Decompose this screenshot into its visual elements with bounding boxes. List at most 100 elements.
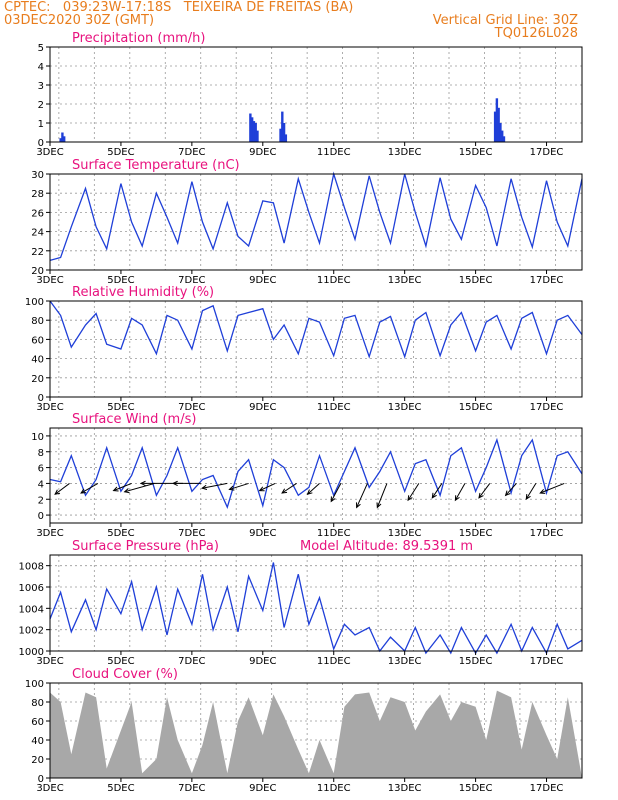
rh-ytick-label: 100 — [25, 297, 44, 308]
wind-arrow-head — [201, 484, 208, 490]
cloud-xtick-label: 17DEC — [530, 783, 564, 794]
wind-arrow-head — [376, 502, 382, 509]
precip-bar — [62, 136, 66, 142]
temp-xtick-label: 17DEC — [530, 275, 564, 286]
cloud-panel: Cloud Cover (%) 0 20 40 60 80 100 3DEC 5DEC 7DEC 9… — [25, 667, 583, 794]
wind-arrow-head — [171, 480, 178, 487]
wind-arrow-head — [123, 488, 130, 494]
press-title: Surface Pressure (hPa) — [72, 539, 219, 554]
cloud-area — [50, 690, 582, 778]
precip-bar — [249, 113, 252, 142]
wind-arrow-shaft — [281, 483, 297, 494]
rh-xtick-label: 11DEC — [317, 402, 351, 413]
cloud-xtick-label: 7DEC — [178, 783, 205, 794]
precip-bar — [252, 121, 256, 142]
temp-xtick-label: 15DEC — [459, 275, 493, 286]
wind-xtick-label: 3DEC — [36, 528, 63, 539]
precip-xtick-label: 17DEC — [530, 147, 564, 158]
press-ytick-label: 1008 — [19, 562, 44, 573]
rh-xtick-label: 5DEC — [107, 402, 134, 413]
header-line2-right: Vertical Grid Line: 30Z — [432, 13, 578, 28]
temp-ytick-label: 28 — [31, 189, 44, 200]
press-xtick-label: 17DEC — [530, 656, 564, 667]
press-ytick-label: 1006 — [19, 583, 44, 594]
precip-ytick-label: 5 — [38, 43, 44, 54]
cloud-ytick-label: 100 — [25, 679, 44, 690]
wind-arrow — [454, 483, 466, 502]
rh-xtick-label: 15DEC — [459, 402, 493, 413]
wind-arrow-head — [504, 490, 511, 497]
temp-xtick-label: 13DEC — [388, 275, 422, 286]
wind-arrow-shaft — [330, 483, 342, 502]
cloud-xtick-label: 5DEC — [107, 783, 134, 794]
rh-panel: Relative Humidity (%) 0 20 40 60 80 100 3DEC 5DE… — [25, 285, 583, 413]
wind-xtick-label: 11DEC — [317, 528, 351, 539]
rh-xtick-label: 3DEC — [36, 402, 63, 413]
rh-xtick-label: 9DEC — [249, 402, 276, 413]
rh-frame — [49, 300, 583, 398]
wind-arrow-shaft — [54, 483, 70, 495]
wind-arrow-head — [258, 486, 265, 492]
precip-bar — [279, 128, 282, 142]
precip-bar — [254, 123, 257, 142]
cloud-ytick-label: 60 — [31, 717, 44, 728]
wind-xtick-label: 5DEC — [107, 528, 134, 539]
wind-xtick-label: 17DEC — [530, 528, 564, 539]
precip-ytick-label: 1 — [38, 119, 44, 130]
header-line2-left: 03DEC2020 30Z (GMT) — [4, 13, 155, 28]
wind-arrow — [431, 483, 443, 499]
temp-panel: Surface Temperature (nC) 20 22 24 26 28 30 3DEC… — [31, 158, 583, 286]
wind-arrow-shaft — [376, 483, 388, 508]
wind-title: Surface Wind (m/s) — [72, 412, 196, 427]
wind-xtick-label: 15DEC — [459, 528, 493, 539]
rh-xtick-label: 17DEC — [530, 402, 564, 413]
wind-ytick-label: 10 — [31, 432, 44, 443]
wind-arrow-shaft — [454, 483, 466, 501]
press-ytick-label: 1004 — [19, 604, 44, 615]
precip-bar — [499, 123, 502, 142]
wind-xtick-label: 9DEC — [249, 528, 276, 539]
wind-arrow-head — [112, 486, 119, 492]
wind-arrow-shaft — [307, 483, 320, 495]
wind-ytick-label: 4 — [38, 479, 44, 490]
temp-ytick-label: 26 — [31, 208, 44, 219]
precip-bar — [281, 111, 284, 142]
cloud-ytick-label: 0 — [38, 774, 44, 785]
precip-ytick-label: 4 — [38, 62, 44, 73]
temp-xtick-label: 5DEC — [107, 275, 134, 286]
press-xtick-label: 9DEC — [249, 656, 276, 667]
wind-arrow — [228, 482, 249, 491]
cloud-xtick-label: 3DEC — [36, 783, 63, 794]
wind-arrow-head — [407, 495, 413, 502]
wind-ytick-label: 2 — [38, 495, 44, 506]
precip-ytick-label: 3 — [38, 81, 44, 92]
wind-arrow — [281, 483, 297, 494]
rh-title: Relative Humidity (%) — [72, 285, 214, 300]
wind-arrow-shaft — [431, 483, 443, 499]
cloud-xtick-label: 11DEC — [317, 783, 351, 794]
wind-arrow-shaft — [124, 482, 155, 493]
wind-arrow-head — [80, 488, 87, 494]
temp-xtick-label: 3DEC — [36, 275, 63, 286]
press-xtick-label: 15DEC — [459, 656, 493, 667]
press-xtick-label: 13DEC — [388, 656, 422, 667]
wind-arrow — [54, 483, 70, 495]
rh-ytick-label: 0 — [38, 393, 44, 404]
precip-bar — [502, 136, 506, 142]
wind-arrow-shaft — [113, 482, 132, 492]
wind-arrow — [171, 480, 201, 487]
wind-arrow — [258, 482, 276, 492]
wind-ytick-label: 0 — [38, 511, 44, 522]
wind-arrow — [504, 483, 517, 497]
precip-bar — [61, 132, 64, 142]
wind-arrow-shaft — [202, 482, 228, 489]
rh-xtick-label: 13DEC — [388, 402, 422, 413]
wind-line — [49, 437, 583, 510]
precip-panel: Precipitation (mm/h) 0 1 2 3 4 5 3DEC 5DEC 7DEC 9D… — [36, 31, 583, 158]
precip-title: Precipitation (mm/h) — [72, 31, 205, 46]
press-panel: Surface Pressure (hPa) Model Altitude: 89… — [19, 539, 583, 667]
precip-bar — [497, 107, 500, 142]
precip-bar — [250, 117, 254, 142]
temp-title: Surface Temperature (nC) — [72, 158, 240, 173]
cloud-xtick-label: 15DEC — [459, 783, 493, 794]
